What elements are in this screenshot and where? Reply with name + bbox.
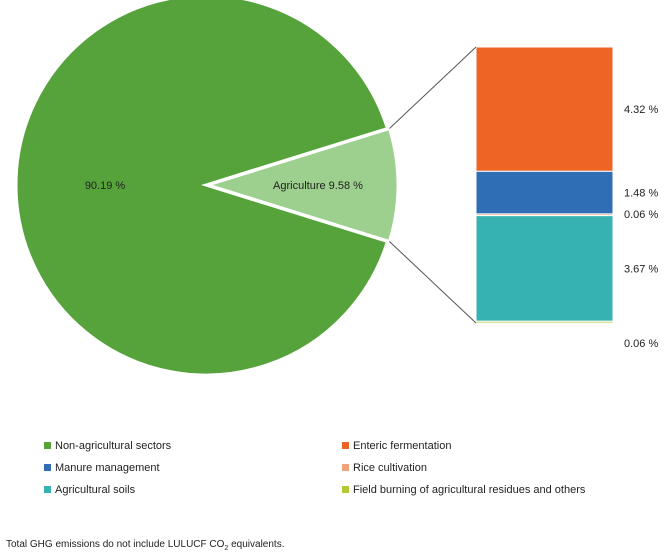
pie-slice-agriculture xyxy=(202,126,400,244)
bar-label-3: 3.67 % xyxy=(624,263,658,275)
legend-item-manure-management: Manure management xyxy=(44,462,160,474)
footnote-text-end: equivalents. xyxy=(228,539,285,550)
bar-segment-manure-management xyxy=(475,170,614,215)
bar-segment-enteric-fermentation xyxy=(475,46,614,172)
pie-label-non-agricultural: 90.19 % xyxy=(85,180,126,192)
legend-swatch xyxy=(342,485,349,493)
pie-of-bar-chart: 90.19 % Agriculture 9.58 % 4.32 % 1.48 % 0.0… xyxy=(14,0,658,377)
footnote-subscript: 2 xyxy=(224,545,229,552)
legend-item-non-agricultural-sectors: Non-agricultural sectors xyxy=(44,440,171,452)
pie-slice-non-agricultural xyxy=(14,0,390,377)
legend-label: Rice cultivation xyxy=(353,462,427,475)
bar-segment-field-burning-of-agricultural-residues-and-others xyxy=(475,320,614,324)
bar-segment-agricultural-soils xyxy=(475,215,614,322)
legend-swatch xyxy=(342,463,349,471)
bar-label-1: 1.48 % xyxy=(624,188,658,200)
legend-item-enteric-fermentation: Enteric fermentation xyxy=(342,440,451,452)
legend-item-field-burning: Field burning of agricultural residues a… xyxy=(342,484,585,496)
footnote-text: Total GHG emissions do not include LULUC… xyxy=(6,539,225,550)
legend-label: Non-agricultural sectors xyxy=(55,440,172,453)
bar-label-2: 0.06 % xyxy=(624,209,658,221)
legend-item-rice-cultivation: Rice cultivation xyxy=(342,462,427,474)
pie-label-agriculture: Agriculture 9.58 % xyxy=(273,180,363,192)
legend-label: Enteric fermentation xyxy=(353,440,452,453)
legend-swatch xyxy=(44,485,51,493)
bar-label-4: 0.06 % xyxy=(624,338,658,350)
legend-swatch xyxy=(44,441,51,449)
legend-swatch xyxy=(342,441,349,449)
footnote: Total GHG emissions do not include LULUC… xyxy=(6,539,284,552)
legend-label: Manure management xyxy=(55,462,160,475)
legend-swatch xyxy=(44,463,51,471)
connector-line-bottom xyxy=(389,241,477,324)
legend-item-agricultural-soils: Agricultural soils xyxy=(44,484,135,496)
legend-label: Agricultural soils xyxy=(55,484,136,497)
legend-label: Field burning of agricultural residues a… xyxy=(353,484,586,497)
bar-label-0: 4.32 % xyxy=(624,104,658,116)
connector-line-top xyxy=(389,46,477,129)
